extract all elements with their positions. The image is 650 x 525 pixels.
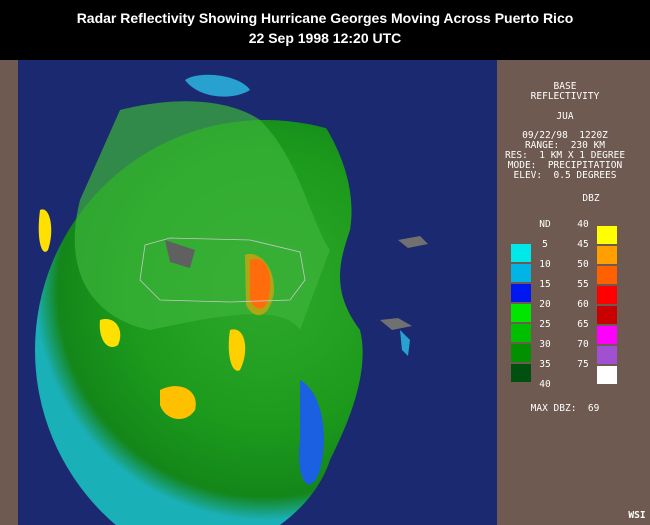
scale-label: 65 (577, 319, 588, 330)
panel-line: MODE: PRECIPITATION (508, 160, 623, 171)
scale-swatch (511, 324, 531, 342)
scale-label: 45 (577, 239, 588, 250)
scale-label: 60 (577, 299, 589, 310)
scale-label: 50 (577, 259, 589, 270)
rain-band (99, 319, 121, 348)
scale-swatch (597, 286, 617, 304)
panel-line: RES: 1 KM X 1 DEGREE (505, 150, 625, 161)
credit: WSI (628, 510, 645, 521)
scale-label: 30 (539, 339, 551, 350)
scale-label: 70 (577, 339, 589, 350)
title-bar (0, 0, 650, 60)
outer-band (185, 74, 250, 97)
scale-label: 20 (539, 299, 551, 310)
scale-label: 25 (539, 319, 550, 330)
panel-line: BASE (554, 81, 577, 92)
scale-swatch (511, 284, 531, 302)
panel-line: REFLECTIVITY (531, 91, 600, 102)
subtitle: 22 Sep 1998 12:20 UTC (249, 30, 402, 46)
rain-band (160, 386, 196, 420)
panel-line: RANGE: 230 KM (525, 140, 605, 151)
rain-band (38, 209, 52, 252)
scale-swatch (511, 344, 531, 362)
scale-label: 55 (577, 279, 588, 290)
scale-swatch (597, 246, 617, 264)
scale-swatch (597, 346, 617, 364)
terrain (165, 240, 195, 268)
unit-label: DBZ (582, 193, 599, 204)
scale-label: 10 (539, 259, 551, 270)
panel-line: ELEV: 0.5 DEGREES (514, 170, 617, 181)
scale-label: 5 (542, 239, 548, 250)
scale-swatch (597, 326, 617, 344)
scale-label: 75 (577, 359, 588, 370)
scale-swatch (597, 266, 617, 284)
panel-line: JUA (556, 111, 573, 122)
title: Radar Reflectivity Showing Hurricane Geo… (77, 10, 574, 26)
puerto-rico-outline (139, 237, 306, 303)
eyewall-band (245, 253, 275, 316)
island (380, 318, 412, 330)
scale-swatch (511, 244, 531, 262)
scale-label: ND (539, 219, 551, 230)
scale-swatch (511, 364, 531, 382)
island (398, 236, 428, 248)
scale-swatch (597, 226, 617, 244)
scale-label: 40 (539, 379, 551, 390)
scale-label: 15 (539, 279, 550, 290)
echo-fragment (400, 330, 410, 356)
scale-label: 35 (539, 359, 550, 370)
radar-echoes (0, 60, 428, 525)
panel-line: 09/22/98 1220Z (522, 130, 608, 141)
scale-swatch (597, 366, 617, 384)
rain-band (228, 329, 246, 371)
outer-band (299, 380, 324, 485)
scale-swatch (511, 304, 531, 322)
scale-swatch (511, 264, 531, 282)
max-dbz: MAX DBZ: 69 (531, 403, 600, 414)
scale-label: 40 (577, 219, 589, 230)
scale-swatch (597, 306, 617, 324)
left-border (0, 60, 18, 525)
